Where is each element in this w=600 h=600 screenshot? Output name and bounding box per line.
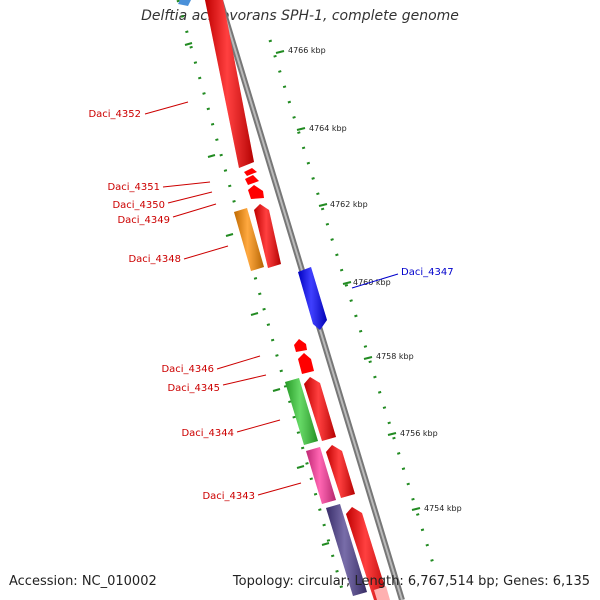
gene-label-daci-4350[interactable]: Daci_4350 bbox=[112, 191, 213, 211]
gene-labels: Daci_4352 Daci_4351 Daci_4350 Daci_4349 … bbox=[88, 101, 454, 502]
features bbox=[178, 0, 390, 600]
svg-text:Daci_4352: Daci_4352 bbox=[88, 109, 141, 120]
tick-label: 4764 kbp bbox=[309, 124, 347, 133]
tick-label: 4758 kbp bbox=[376, 352, 414, 361]
tick-label: 4766 kbp bbox=[288, 46, 326, 55]
svg-text:Daci_4351: Daci_4351 bbox=[107, 182, 160, 193]
svg-text:Daci_4344: Daci_4344 bbox=[181, 428, 234, 439]
accession-label: Accession: NC_010002 bbox=[9, 574, 157, 589]
svg-text:Daci_4350: Daci_4350 bbox=[112, 200, 165, 211]
feature-daci-4346 bbox=[294, 339, 307, 352]
feature-daci-4347-shade bbox=[298, 267, 327, 330]
svg-text:Daci_4345: Daci_4345 bbox=[167, 383, 220, 394]
feature-daci-4345 bbox=[298, 353, 314, 374]
tick-label: 4760 kbp bbox=[353, 278, 391, 287]
feature-daci-4344-red-shade bbox=[304, 377, 336, 441]
feature-daci-4350 bbox=[245, 175, 259, 185]
svg-text:Daci_4346: Daci_4346 bbox=[161, 364, 214, 375]
feature-daci-4351 bbox=[244, 168, 257, 176]
scale-ticks: 4766 kbp 4764 kbp 4762 kbp 4760 kbp 4758… bbox=[275, 46, 462, 513]
tick-mark bbox=[363, 356, 373, 360]
gene-label-daci-4349[interactable]: Daci_4349 bbox=[117, 203, 217, 226]
gene-label-daci-4351[interactable]: Daci_4351 bbox=[107, 181, 211, 193]
gene-label-daci-4352[interactable]: Daci_4352 bbox=[88, 101, 189, 120]
tick-mark bbox=[318, 203, 328, 207]
gene-label-daci-4345[interactable]: Daci_4345 bbox=[167, 374, 267, 394]
tick-label: 4762 kbp bbox=[330, 200, 368, 209]
feature-daci-4348-red-shade bbox=[254, 204, 281, 268]
tick-label: 4754 kbp bbox=[424, 504, 462, 513]
feature-daci-4344-green-shade bbox=[285, 378, 318, 445]
feature-bottom-purple-shade bbox=[326, 504, 367, 596]
feature-bottom-red-shade bbox=[346, 507, 389, 600]
gene-label-daci-4346[interactable]: Daci_4346 bbox=[161, 355, 261, 375]
gene-label-daci-4348[interactable]: Daci_4348 bbox=[128, 245, 229, 265]
tick-mark bbox=[411, 507, 421, 511]
gene-label-daci-4343[interactable]: Daci_4343 bbox=[202, 482, 302, 502]
feature-daci-4343-pink-shade bbox=[306, 447, 336, 504]
tick-label: 4756 kbp bbox=[400, 429, 438, 438]
tick-mark bbox=[275, 50, 285, 54]
feature-daci-4352-shade bbox=[205, 0, 254, 168]
tick-mark bbox=[387, 432, 397, 436]
feature-top-blue bbox=[178, 0, 191, 6]
gene-label-daci-4344[interactable]: Daci_4344 bbox=[181, 419, 281, 439]
tick-mark bbox=[296, 127, 306, 131]
gene-label-daci-4347[interactable]: Daci_4347 bbox=[351, 267, 454, 289]
svg-text:Daci_4349: Daci_4349 bbox=[117, 215, 170, 226]
feature-daci-4343-red-shade bbox=[326, 445, 355, 498]
feature-daci-4349 bbox=[248, 185, 264, 199]
svg-text:Daci_4343: Daci_4343 bbox=[202, 491, 255, 502]
svg-text:Daci_4348: Daci_4348 bbox=[128, 254, 181, 265]
genome-summary: Topology: circular; Length: 6,767,514 bp… bbox=[232, 574, 590, 589]
svg-text:Daci_4347: Daci_4347 bbox=[401, 267, 454, 278]
feature-bottom-pink bbox=[374, 586, 390, 600]
tick-mark bbox=[342, 281, 352, 285]
feature-daci-4348-orange-shade bbox=[234, 208, 264, 271]
left-track-ticks bbox=[184, 42, 330, 546]
